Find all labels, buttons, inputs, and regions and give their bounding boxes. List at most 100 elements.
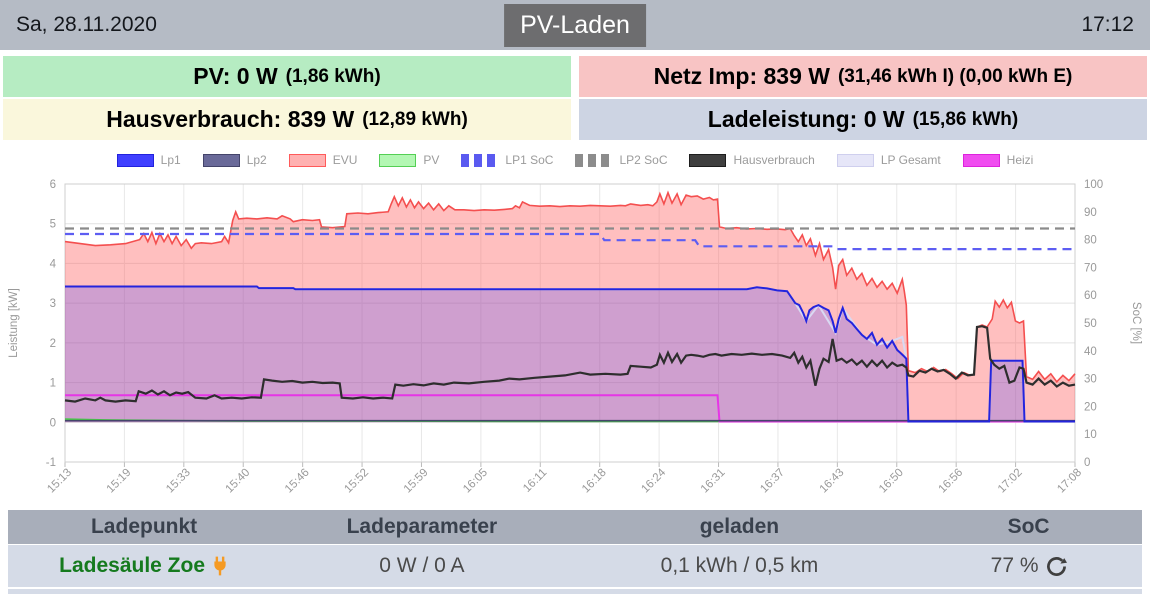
- svg-text:16:18: 16:18: [580, 467, 609, 496]
- plug-icon: [214, 556, 226, 576]
- svg-text:4: 4: [50, 258, 57, 270]
- svg-text:-1: -1: [46, 457, 56, 469]
- grid-power-value: Netz Imp: 839 W: [653, 63, 830, 89]
- svg-text:16:31: 16:31: [699, 467, 728, 496]
- svg-text:16:56: 16:56: [936, 467, 965, 496]
- table-header-row: Ladepunkt Ladeparameter geladen SoC: [8, 510, 1142, 544]
- legend-item-lp1[interactable]: Lp1: [116, 153, 181, 167]
- legend-swatch: [836, 153, 874, 167]
- svg-text:15:46: 15:46: [283, 467, 312, 496]
- pv-energy-value: (1,86 kWh): [285, 65, 381, 87]
- legend-label: LP Gesamt: [880, 153, 941, 167]
- refresh-icon[interactable]: [1046, 556, 1067, 577]
- status-boxes: PV: 0 W (1,86 kWh) Netz Imp: 839 W (31,4…: [3, 56, 1147, 140]
- legend-swatch: [379, 153, 417, 167]
- house-consumption-box[interactable]: Hausverbrauch: 839 W (12,89 kWh): [3, 99, 571, 140]
- svg-text:80: 80: [1084, 235, 1097, 247]
- charge-power-box[interactable]: Ladeleistung: 0 W (15,86 kWh): [579, 99, 1147, 140]
- svg-text:10: 10: [1084, 429, 1097, 441]
- svg-text:16:37: 16:37: [758, 467, 787, 496]
- legend-swatch: [575, 153, 613, 167]
- charged-amount-cell: 0,1 kWh / 0,5 km: [660, 554, 819, 577]
- svg-text:30: 30: [1084, 374, 1097, 386]
- svg-text:1: 1: [50, 378, 56, 390]
- svg-text:16:05: 16:05: [461, 467, 490, 496]
- legend-label: Hausverbrauch: [733, 153, 815, 167]
- legend-label: PV: [423, 153, 440, 167]
- date-label: Sa, 28.11.2020: [16, 13, 157, 36]
- chargepoint-table: Ladepunkt Ladeparameter geladen SoC Lade…: [8, 510, 1142, 587]
- charge-energy-value: (15,86 kWh): [912, 108, 1019, 130]
- top-bar: Sa, 28.11.2020 PV-Laden 17:12: [0, 0, 1150, 50]
- legend-item-lp1-soc[interactable]: LP1 SoC: [461, 153, 553, 167]
- legend-label: LP1 SoC: [505, 153, 554, 167]
- power-chart-card: Lp1 Lp2 EVU PV LP1 SoC LP2 SoC Hausverbrauch LP…: [0, 140, 1150, 506]
- soc-value: 77 %: [990, 554, 1039, 577]
- svg-text:SoC [%]: SoC [%]: [1130, 302, 1142, 344]
- svg-text:60: 60: [1084, 290, 1097, 302]
- svg-text:3: 3: [50, 298, 56, 310]
- legend-swatch: [202, 153, 240, 167]
- legend-item-pv[interactable]: PV: [379, 153, 439, 167]
- legend-swatch: [288, 153, 326, 167]
- svg-text:15:40: 15:40: [224, 467, 253, 496]
- svg-text:16:24: 16:24: [639, 466, 668, 495]
- svg-text:15:13: 15:13: [45, 467, 74, 496]
- clock-label: 17:12: [1081, 13, 1134, 36]
- house-energy-value: (12,89 kWh): [362, 108, 468, 130]
- legend-label: EVU: [332, 153, 358, 167]
- table-row: Ladesäule Zoe 0 W / 0 A 0,1 kWh / 0,5 km…: [8, 545, 1142, 587]
- legend-label: LP2 SoC: [619, 153, 668, 167]
- col-header-ladepunkt: Ladepunkt: [90, 515, 198, 538]
- legend-item-hausverbrauch[interactable]: Hausverbrauch: [689, 153, 815, 167]
- legend-label: Heizi: [1006, 153, 1034, 167]
- chargepoint-name-cell[interactable]: Ladesäule Zoe: [8, 554, 280, 578]
- svg-text:6: 6: [50, 179, 56, 191]
- svg-text:2: 2: [50, 338, 56, 350]
- svg-text:17:02: 17:02: [996, 467, 1025, 496]
- svg-text:0: 0: [1084, 457, 1090, 469]
- col-header-soc: SoC: [1007, 515, 1050, 538]
- legend-item-evu[interactable]: EVU: [288, 153, 358, 167]
- svg-text:15:59: 15:59: [402, 467, 431, 496]
- svg-text:70: 70: [1084, 262, 1097, 274]
- legend-label: Lp1: [160, 153, 181, 167]
- charge-power-value: Ladeleistung: 0 W: [707, 106, 905, 132]
- col-header-geladen: geladen: [699, 515, 780, 538]
- pv-power-value: PV: 0 W: [193, 63, 278, 89]
- legend-swatch: [962, 153, 1000, 167]
- svg-text:16:43: 16:43: [818, 467, 847, 496]
- svg-text:90: 90: [1084, 207, 1097, 219]
- grid-import-box[interactable]: Netz Imp: 839 W (31,46 kWh I) (0,00 kWh …: [579, 56, 1147, 97]
- svg-text:15:33: 15:33: [164, 467, 193, 496]
- charge-params-cell: 0 W / 0 A: [379, 554, 465, 577]
- pv-box[interactable]: PV: 0 W (1,86 kWh): [3, 56, 571, 97]
- chart-legend: Lp1 Lp2 EVU PV LP1 SoC LP2 SoC Hausverbrauch LP…: [0, 148, 1150, 172]
- legend-swatch: [116, 153, 154, 167]
- legend-item-heizi[interactable]: Heizi: [962, 153, 1034, 167]
- svg-text:100: 100: [1084, 179, 1103, 191]
- svg-text:20: 20: [1084, 401, 1097, 413]
- svg-text:15:52: 15:52: [342, 467, 371, 496]
- legend-item-lp2[interactable]: Lp2: [202, 153, 267, 167]
- svg-text:17:08: 17:08: [1055, 467, 1084, 496]
- svg-text:15:19: 15:19: [105, 467, 134, 496]
- house-power-value: Hausverbrauch: 839 W: [106, 106, 355, 132]
- legend-swatch: [461, 153, 499, 167]
- svg-text:Leistung [kW]: Leistung [kW]: [8, 288, 20, 358]
- chargepoint-name: Ladesäule Zoe: [59, 554, 206, 577]
- soc-cell: 77 %: [915, 554, 1142, 578]
- svg-text:16:50: 16:50: [877, 467, 906, 496]
- svg-text:50: 50: [1084, 318, 1097, 330]
- legend-item-lp2-soc[interactable]: LP2 SoC: [575, 153, 667, 167]
- page-title-button[interactable]: PV-Laden: [504, 4, 646, 47]
- legend-label: Lp2: [246, 153, 267, 167]
- col-header-ladeparameter: Ladeparameter: [346, 515, 498, 538]
- svg-text:0: 0: [50, 417, 56, 429]
- legend-swatch: [689, 153, 727, 167]
- legend-item-lp-gesamt[interactable]: LP Gesamt: [836, 153, 941, 167]
- svg-text:5: 5: [50, 219, 56, 231]
- grid-energy-value: (31,46 kWh I) (0,00 kWh E): [837, 65, 1073, 87]
